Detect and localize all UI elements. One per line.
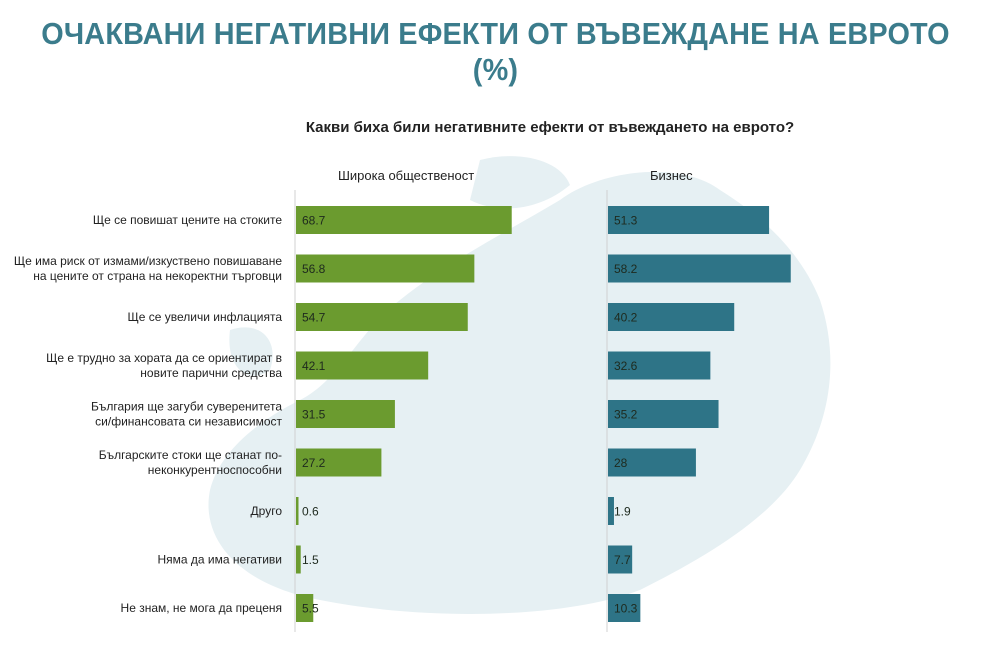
bar-public <box>296 497 299 525</box>
data-label: 56.8 <box>302 262 326 276</box>
data-label: 42.1 <box>302 359 326 373</box>
data-label: 68.7 <box>302 214 326 228</box>
data-label: 10.3 <box>614 602 638 616</box>
category-label: Българските стоки ще станат по-неконкуре… <box>99 448 282 477</box>
category-label: Ще се повишат цените на стоките <box>93 213 282 227</box>
bar-business <box>608 497 614 525</box>
category-label: България ще загуби суверенитета си/финанс… <box>91 400 282 429</box>
panel-title-public: Широка общественост <box>338 168 475 183</box>
bar-business <box>608 303 735 331</box>
bar-business <box>608 448 696 477</box>
bar-business <box>608 254 791 283</box>
data-label: 54.7 <box>302 311 326 325</box>
page-title: ОЧАКВАНИ НЕГАТИВНИ ЕФЕКТИ ОТ ВЪВЕЖДАНЕ Н… <box>41 16 950 87</box>
bar-public <box>296 206 512 234</box>
data-label: 58.2 <box>614 262 638 276</box>
data-label: 7.7 <box>614 553 631 567</box>
panel-title-business: Бизнес <box>650 168 693 183</box>
data-label: 40.2 <box>614 311 638 325</box>
data-label: 28 <box>614 456 628 470</box>
bar-business <box>608 400 719 428</box>
bar-business <box>608 206 770 234</box>
data-label: 5.5 <box>302 602 319 616</box>
data-label: 1.9 <box>614 505 631 519</box>
bar-public <box>296 545 301 574</box>
category-label: Ще е трудно за хората да се ориентират в… <box>46 351 282 380</box>
data-label: 0.6 <box>302 505 319 519</box>
bar-public <box>296 303 468 331</box>
data-label: 32.6 <box>614 359 638 373</box>
bar-public <box>296 448 382 477</box>
data-label: 1.5 <box>302 553 319 567</box>
category-label: Ще има риск от измами/изкуствено повишав… <box>14 254 282 283</box>
chart-subtitle: Какви биха били негативните ефекти от въ… <box>305 119 795 136</box>
category-label: Няма да има негативи <box>158 553 283 567</box>
data-label: 35.2 <box>614 408 638 422</box>
data-label: 51.3 <box>614 214 638 228</box>
category-label: Друго <box>251 504 283 518</box>
bar-business <box>608 545 633 574</box>
bar-business <box>608 351 711 380</box>
bar-business <box>608 594 641 622</box>
bar-public <box>296 254 475 283</box>
bar-public <box>296 400 395 428</box>
data-label: 31.5 <box>302 408 326 422</box>
category-label: Ще се увеличи инфлацията <box>128 310 283 324</box>
data-label: 27.2 <box>302 456 326 470</box>
bar-public <box>296 594 314 622</box>
bar-public <box>296 351 429 380</box>
category-label: Не знам, не мога да преценя <box>121 601 282 615</box>
